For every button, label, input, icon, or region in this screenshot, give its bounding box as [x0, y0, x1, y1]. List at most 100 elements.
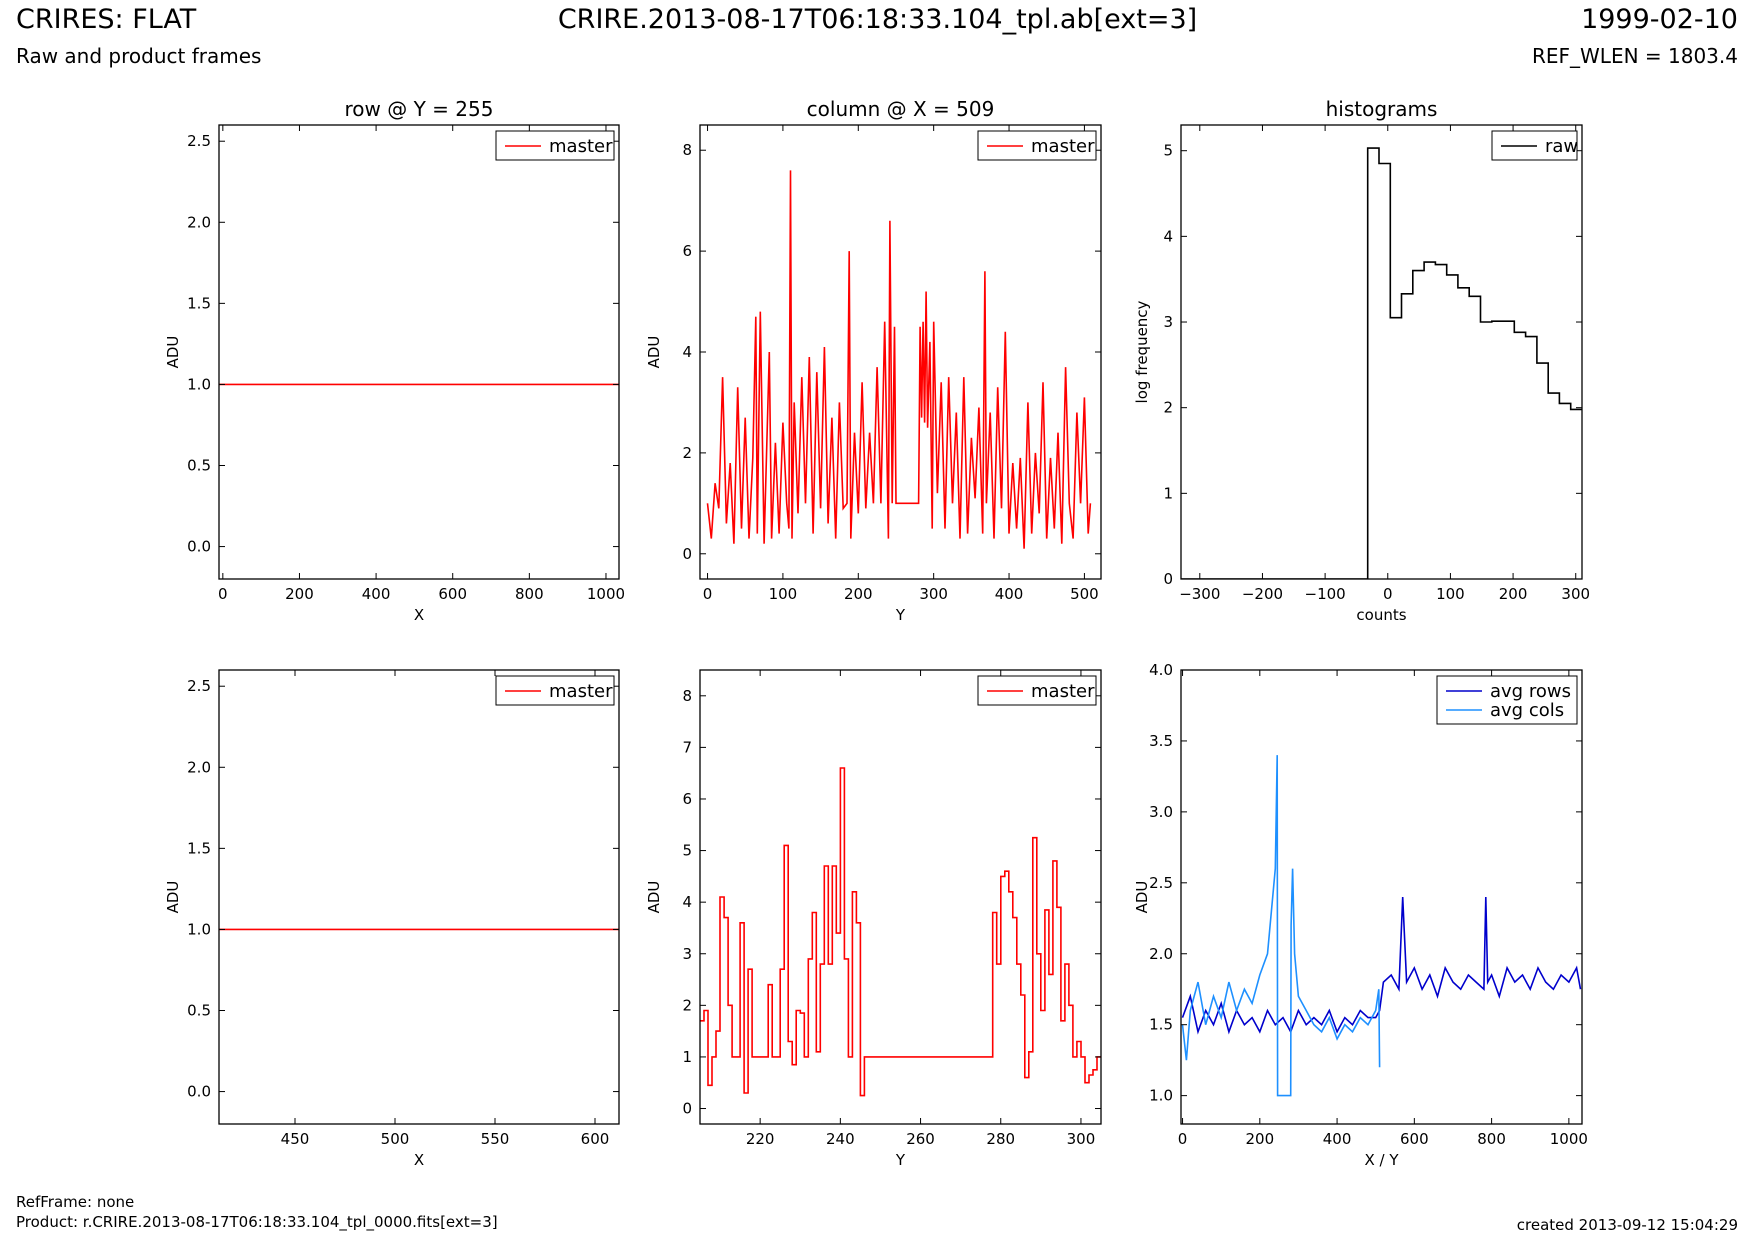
x-tick-label: −200: [1242, 585, 1283, 603]
x-tick-label: 240: [826, 1130, 855, 1148]
y-tick-label: 3: [682, 945, 692, 963]
chart-legend: raw: [1491, 130, 1578, 161]
y-tick-label: 2.5: [187, 132, 211, 150]
legend-frame: [1436, 675, 1578, 725]
y-tick-label: 0: [682, 545, 692, 563]
date-label: 1999-02-10: [1581, 4, 1738, 35]
axes-frame: [1180, 124, 1583, 580]
chart-title: histograms: [1326, 97, 1438, 121]
x-axis-label: Y: [895, 1151, 906, 1169]
x-tick-label: 0: [1178, 1130, 1188, 1148]
y-tick-label: 0.0: [187, 538, 211, 556]
y-axis-label: ADU: [1133, 881, 1151, 914]
x-axis-label: counts: [1356, 606, 1406, 624]
legend-label: master: [1031, 681, 1095, 702]
x-axis-label: X / Y: [1364, 1151, 1399, 1169]
legend-label: master: [549, 681, 613, 702]
y-tick-label: 0: [1163, 570, 1173, 588]
x-axis-label: X: [414, 606, 424, 624]
chart-panel-1: row @ Y = 255 0 200 400 600 800 1000 0.0 0.5 1.0 1…: [164, 97, 625, 624]
x-tick-label: 220: [746, 1130, 775, 1148]
series-line-raw: [1181, 147, 1582, 579]
x-tick-label: 0: [218, 585, 228, 603]
page-subtitle: Raw and product frames: [16, 44, 262, 68]
y-tick-label: 3.0: [1149, 803, 1173, 821]
y-tick-label: 3: [1163, 313, 1173, 331]
x-axis-label: X: [414, 1151, 424, 1169]
x-tick-label: 280: [986, 1130, 1015, 1148]
x-tick-label: 450: [281, 1130, 310, 1148]
chart-legend: master: [495, 675, 615, 706]
y-tick-label: 5: [1163, 142, 1173, 160]
y-tick-label: 5: [682, 842, 692, 860]
y-axis-label: ADU: [164, 336, 182, 369]
x-axis-label: Y: [895, 606, 906, 624]
y-tick-label: 2: [682, 996, 692, 1014]
chart-panel-5: 220 240 260 280 300 0 1 2 3 4 5 6 7 8 Y ADU master: [645, 669, 1102, 1169]
footer-created: created 2013-09-12 15:04:29: [1516, 1216, 1738, 1234]
y-tick-label: 1: [1163, 484, 1173, 502]
x-tick-label: 100: [1436, 585, 1465, 603]
y-tick-label: 0: [682, 1100, 692, 1118]
legend-label: avg cols: [1490, 700, 1564, 721]
axes-frame: [218, 124, 620, 580]
y-tick-label: 4: [682, 343, 692, 361]
y-tick-label: 2.0: [1149, 945, 1173, 963]
x-tick-label: 600: [581, 1130, 610, 1148]
y-tick-label: 4: [682, 893, 692, 911]
y-tick-label: 1.0: [187, 920, 211, 938]
y-tick-label: 4.0: [1149, 661, 1173, 679]
y-tick-label: 2.5: [1149, 874, 1173, 892]
footer-refframe: RefFrame: none: [16, 1193, 135, 1211]
chart-panel-6: 0 200 400 600 800 1000 1.0 1.5 2.0 2.5 3.0 3.5 4.0 X …: [1133, 661, 1588, 1169]
x-tick-label: 600: [438, 585, 467, 603]
chart-title: column @ X = 509: [807, 97, 995, 121]
x-tick-label: 300: [1561, 585, 1590, 603]
series-line-avg-rows: [1181, 896, 1582, 1035]
y-tick-label: 6: [682, 790, 692, 808]
y-tick-label: 1.0: [187, 375, 211, 393]
legend-label: raw: [1545, 136, 1578, 157]
y-tick-label: 1.5: [187, 294, 211, 312]
x-tick-label: 400: [995, 585, 1024, 603]
y-tick-label: 3.5: [1149, 732, 1173, 750]
legend-label: avg rows: [1490, 681, 1571, 702]
chart-legend: master: [977, 675, 1097, 706]
x-tick-label: 0: [1383, 585, 1393, 603]
y-tick-label: 4: [1163, 227, 1173, 245]
y-axis-label: ADU: [645, 336, 663, 369]
x-tick-label: −300: [1179, 585, 1220, 603]
y-axis-label: ADU: [645, 881, 663, 914]
ref-wlen-label: REF_WLEN = 1803.4: [1531, 44, 1738, 68]
axes-frame: [218, 669, 620, 1125]
x-tick-label: 300: [1067, 1130, 1096, 1148]
chart-panel-4: 450 500 550 600 0.0 0.5 1.0 1.5 2.0 2.5 X ADU master: [164, 669, 620, 1169]
legend-label: master: [1031, 136, 1095, 157]
x-tick-label: 1000: [1550, 1130, 1588, 1148]
x-tick-label: 600: [1400, 1130, 1429, 1148]
chart-legend: master: [495, 130, 615, 161]
x-tick-label: 200: [844, 585, 873, 603]
x-tick-label: 500: [381, 1130, 410, 1148]
x-tick-label: 400: [362, 585, 391, 603]
page-title: CRIRES: FLAT: [16, 4, 197, 35]
x-tick-label: 200: [285, 585, 314, 603]
x-tick-label: 260: [906, 1130, 935, 1148]
x-tick-label: 500: [1070, 585, 1099, 603]
y-tick-label: 0.0: [187, 1083, 211, 1101]
chart-panel-3: histograms −300 −200 −100 0 100 200 300 0 1 2 3 4 5 co…: [1133, 97, 1590, 624]
y-tick-label: 2.0: [187, 213, 211, 231]
y-tick-label: 2.5: [187, 677, 211, 695]
x-tick-label: −100: [1305, 585, 1346, 603]
legend-label: master: [549, 136, 613, 157]
y-tick-label: 0.5: [187, 1002, 211, 1020]
series-line-avg-cols: [1181, 755, 1381, 1097]
y-tick-label: 7: [682, 738, 692, 756]
x-tick-label: 300: [919, 585, 948, 603]
series-line-master: [706, 170, 1092, 549]
x-tick-label: 400: [1323, 1130, 1352, 1148]
y-tick-label: 2: [682, 444, 692, 462]
y-tick-label: 6: [682, 242, 692, 260]
